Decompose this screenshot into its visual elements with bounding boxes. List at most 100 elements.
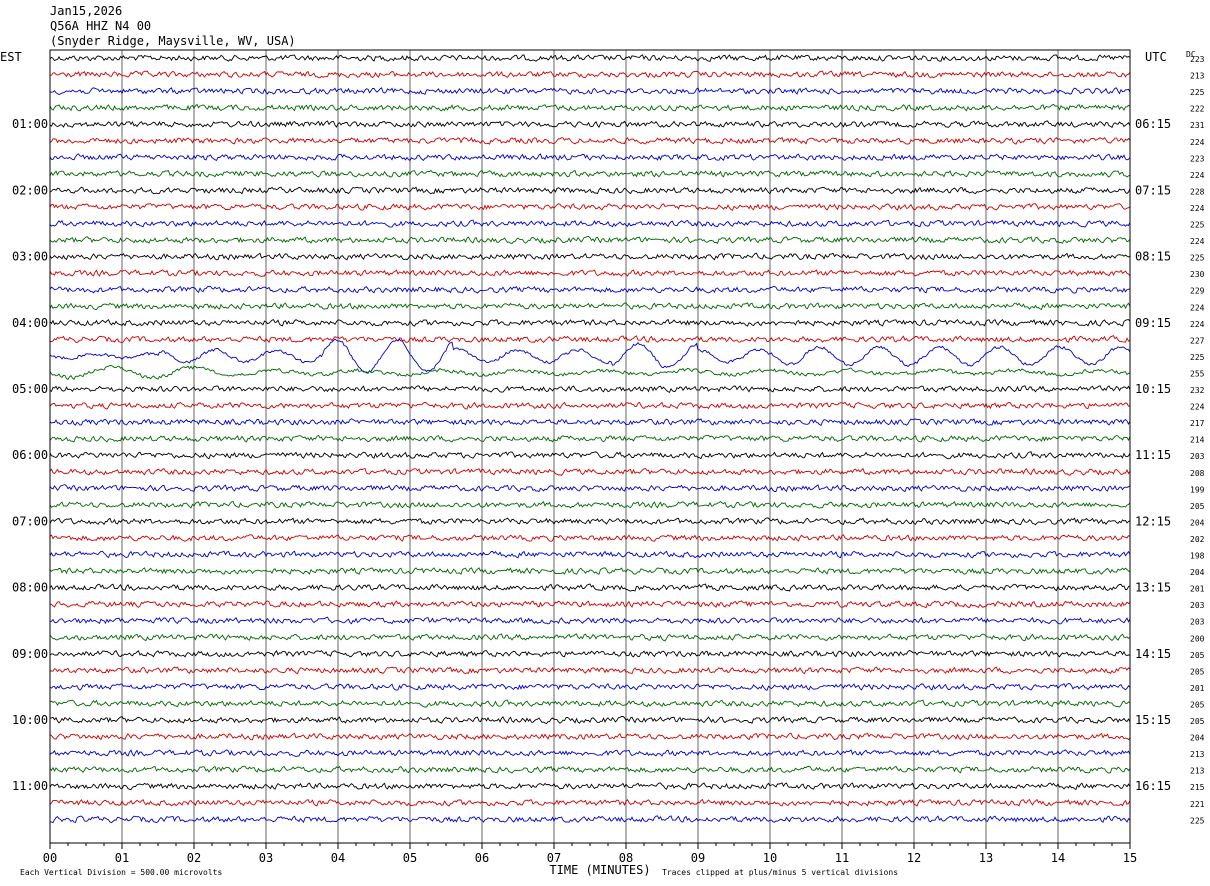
- x-tick-label: 14: [1051, 851, 1065, 865]
- dc-offset-label: 224: [1190, 403, 1205, 412]
- dc-label: DC: [1186, 50, 1196, 59]
- dc-offset-label: 255: [1190, 369, 1205, 378]
- dc-offset-label: 229: [1190, 287, 1205, 296]
- trace-row: [49, 338, 1131, 374]
- trace-row: [49, 451, 1131, 460]
- dc-offset-label: 217: [1190, 419, 1205, 428]
- dc-offset-label: 231: [1190, 121, 1205, 130]
- footer-scale-note: Each Vertical Division = 500.00 microvol…: [20, 868, 222, 877]
- trace-row: [49, 616, 1131, 625]
- utc-hour-label: 11:15: [1135, 448, 1171, 462]
- dc-offset-label: 202: [1190, 535, 1205, 544]
- x-tick-label: 02: [187, 851, 201, 865]
- dc-offset-label: 204: [1190, 568, 1205, 577]
- utc-hour-label: 16:15: [1135, 779, 1171, 793]
- trace-row: [49, 649, 1131, 658]
- station-label: Q56A HHZ N4 00: [50, 19, 152, 33]
- dc-offset-label: 201: [1190, 585, 1205, 594]
- x-tick-label: 05: [403, 851, 417, 865]
- dc-offset-label: 225: [1190, 221, 1205, 230]
- trace-row: [49, 534, 1131, 542]
- trace-row: [49, 203, 1131, 211]
- trace-row: [49, 186, 1131, 195]
- utc-hour-label: 07:15: [1135, 183, 1171, 197]
- trace-row: [49, 500, 1131, 509]
- est-hour-label: 07:00: [12, 514, 48, 528]
- utc-hour-label: 14:15: [1135, 647, 1171, 661]
- location-label: (Snyder Ridge, Maysville, WV, USA): [50, 34, 296, 48]
- x-tick-label: 11: [835, 851, 849, 865]
- trace-row: [49, 583, 1131, 592]
- dc-offset-label: 213: [1190, 750, 1205, 759]
- est-hour-label: 06:00: [12, 448, 48, 462]
- trace-row: [49, 318, 1131, 327]
- trace-row: [49, 715, 1131, 725]
- trace-row: [49, 285, 1131, 294]
- dc-offset-label: 205: [1190, 717, 1205, 726]
- dc-offset-label: 225: [1190, 254, 1205, 263]
- x-tick-label: 03: [259, 851, 273, 865]
- dc-offset-label: 224: [1190, 171, 1205, 180]
- dc-offset-label: 228: [1190, 187, 1205, 196]
- trace-row: [49, 434, 1131, 443]
- x-tick-label: 10: [763, 851, 777, 865]
- dc-offset-label: 204: [1190, 734, 1205, 743]
- x-tick-label: 13: [979, 851, 993, 865]
- trace-row: [49, 252, 1131, 261]
- trace-row: [49, 219, 1131, 228]
- trace-row: [49, 699, 1131, 708]
- trace-row: [49, 385, 1131, 394]
- x-tick-label: 06: [475, 851, 489, 865]
- utc-hour-label: 09:15: [1135, 316, 1171, 330]
- dc-offset-label: 213: [1190, 72, 1205, 81]
- trace-row: [49, 633, 1131, 642]
- trace-row: [49, 600, 1131, 609]
- trace-row: [49, 484, 1131, 493]
- dc-offset-label: 205: [1190, 502, 1205, 511]
- dc-offset-label: 225: [1190, 88, 1205, 97]
- seismic-traces: [49, 54, 1131, 824]
- trace-row: [49, 302, 1131, 311]
- dc-offset-label: 214: [1190, 436, 1205, 445]
- dc-offset-label: 205: [1190, 667, 1205, 676]
- dc-offset-label: 198: [1190, 552, 1205, 561]
- dc-offset-label: 224: [1190, 237, 1205, 246]
- trace-row: [49, 765, 1131, 774]
- trace-row: [50, 335, 1131, 344]
- utc-hour-label: 15:15: [1135, 713, 1171, 727]
- dc-offset-label: 205: [1190, 700, 1205, 709]
- x-tick-label: 09: [691, 851, 705, 865]
- plot-frame: [49, 49, 1131, 844]
- est-label: EST: [0, 50, 22, 64]
- utc-hour-label: 10:15: [1135, 382, 1171, 396]
- utc-hour-label: 08:15: [1135, 250, 1171, 264]
- utc-label: UTC: [1145, 50, 1167, 64]
- trace-row: [49, 798, 1131, 807]
- dc-offset-label: 224: [1190, 320, 1205, 329]
- dc-offset-label: 223: [1190, 55, 1205, 64]
- trace-row: [49, 666, 1131, 675]
- axis-labels: 00 01 02 03 04 05 06 07 08 09 10 11 12 13 14 15 TIME (MI…: [0, 50, 1205, 877]
- trace-row: [49, 235, 1131, 245]
- utc-hour-label: 13:15: [1135, 581, 1171, 595]
- trace-row: [49, 732, 1131, 741]
- dc-offset-label: 224: [1190, 303, 1205, 312]
- trace-row: [49, 418, 1131, 427]
- trace-row: [49, 70, 1131, 79]
- trace-row: [49, 550, 1131, 559]
- dc-offset-label: 221: [1190, 800, 1205, 809]
- trace-row: [49, 153, 1131, 162]
- dc-offset-label: 203: [1190, 601, 1205, 610]
- x-tick-label: 00: [43, 851, 57, 865]
- est-hour-label: 01:00: [12, 117, 48, 131]
- dc-offset-label: 225: [1190, 353, 1205, 362]
- est-hour-label: 04:00: [12, 316, 48, 330]
- header: Jan15,2026 Q56A HHZ N4 00 (Snyder Ridge,…: [50, 4, 296, 49]
- est-hour-label: 10:00: [12, 713, 48, 727]
- trace-row: [49, 269, 1131, 277]
- est-hour-label: 08:00: [12, 581, 48, 595]
- date-label: Jan15,2026: [50, 4, 123, 18]
- dc-offset-label: 205: [1190, 651, 1205, 660]
- est-hour-label: 03:00: [12, 250, 48, 264]
- dc-offset-label: 213: [1190, 767, 1205, 776]
